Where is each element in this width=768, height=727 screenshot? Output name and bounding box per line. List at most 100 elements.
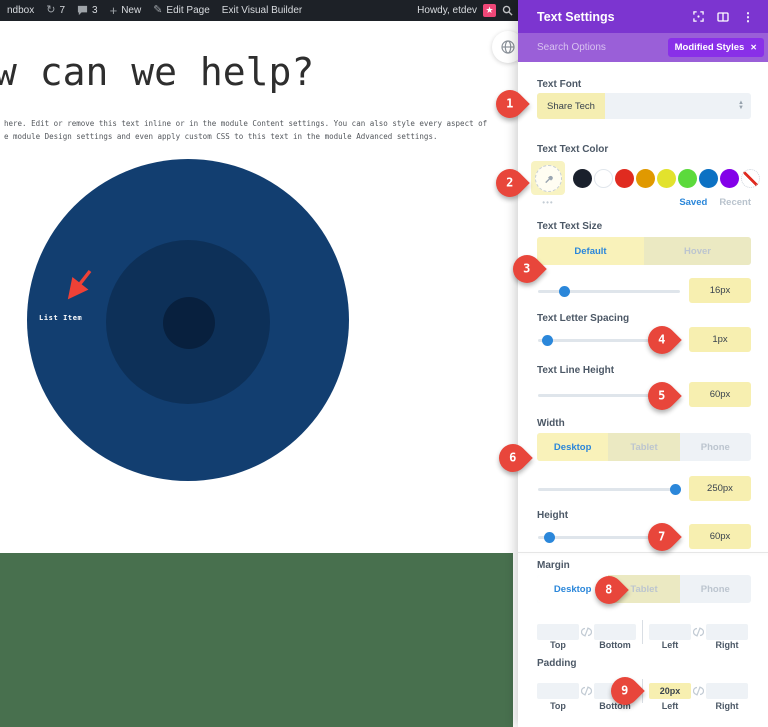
text-color-label: Text Text Color (537, 144, 609, 155)
globe-icon (501, 40, 515, 54)
link-values-icon[interactable] (691, 685, 706, 697)
margin-left-label: Left (661, 640, 679, 650)
color-swatch[interactable] (594, 168, 613, 188)
text-settings-panel: Text Settings ⋮ Search Options Modified … (518, 0, 768, 727)
margin-bottom-input[interactable] (594, 624, 636, 640)
exit-visual-builder[interactable]: Exit Visual Builder (222, 5, 302, 16)
color-swatch[interactable] (678, 168, 697, 188)
padding-label: Padding (537, 658, 577, 669)
color-swatch-row (531, 160, 760, 196)
margin-labels-row: Top Bottom Left Right (537, 640, 751, 650)
columns-icon[interactable] (717, 11, 729, 22)
text-size-state-tabs: Default Hover (537, 237, 751, 265)
link-values-icon[interactable] (579, 626, 594, 638)
howdy-label[interactable]: Howdy, etdev (417, 5, 477, 16)
site-name[interactable]: ndbox (7, 5, 34, 16)
margin-label: Margin (537, 560, 570, 571)
avatar[interactable]: ★ (483, 4, 496, 17)
comments-icon (77, 5, 88, 16)
tab-tablet[interactable]: Tablet (608, 433, 680, 461)
text-size-value[interactable]: 16px (689, 278, 751, 303)
close-icon[interactable]: ✕ (750, 43, 757, 52)
link-values-icon[interactable] (691, 626, 706, 638)
section-divider (518, 552, 768, 553)
padding-right-input[interactable] (706, 683, 748, 699)
width-slider[interactable] (538, 484, 682, 495)
width-slider-row: 250px (537, 476, 751, 502)
new-label: New (121, 5, 142, 16)
padding-left-label: Left (661, 701, 679, 711)
recent-colors-link[interactable]: Recent (719, 197, 751, 208)
updates-menu[interactable]: ↻ 7 (46, 4, 66, 17)
slider-handle[interactable] (542, 335, 554, 346)
link-values-icon[interactable] (579, 685, 594, 697)
panel-search-bar[interactable]: Search Options Modified Styles ✕ (518, 33, 768, 62)
line-height-value[interactable]: 60px (689, 382, 751, 407)
modified-styles-filter[interactable]: Modified Styles ✕ (667, 38, 764, 57)
text-size-slider-row: 16px (537, 278, 751, 304)
updates-count: 7 (59, 5, 66, 16)
padding-labels-row: Top Bottom Left Right (537, 701, 751, 711)
margin-top-label: Top (550, 640, 566, 650)
margin-bottom-label: Bottom (599, 640, 631, 650)
panel-title: Text Settings (537, 9, 615, 24)
slider-handle[interactable] (543, 532, 555, 543)
tab-hover[interactable]: Hover (644, 237, 751, 265)
height-slider[interactable] (538, 532, 680, 543)
search-options-placeholder: Search Options (537, 42, 606, 53)
page-body-text: here. Edit or remove this text inline or… (4, 117, 487, 143)
text-size-slider[interactable] (538, 286, 680, 297)
search-icon[interactable] (502, 5, 513, 16)
updates-icon: ↻ (46, 4, 56, 16)
text-font-select[interactable]: Share Tech ▲ ▼ (537, 93, 751, 119)
width-value[interactable]: 250px (689, 476, 751, 501)
more-options-dots[interactable]: ••• (542, 198, 554, 207)
margin-inputs-row (537, 620, 751, 644)
modified-styles-label: Modified Styles (674, 42, 745, 53)
page-title: w can we help? (0, 50, 315, 94)
letter-spacing-value[interactable]: 1px (689, 327, 751, 352)
letter-spacing-slider-row: 1px (537, 327, 751, 353)
edit-page-label: Edit Page (166, 5, 210, 16)
margin-top-input[interactable] (537, 624, 579, 640)
padding-right-label: Right (715, 701, 739, 711)
color-swatch[interactable] (720, 168, 739, 188)
tab-phone[interactable]: Phone (700, 583, 730, 595)
letter-spacing-slider[interactable] (538, 335, 680, 346)
color-swatch[interactable] (657, 168, 676, 188)
eyedropper-icon (534, 164, 562, 192)
saved-colors-link[interactable]: Saved (679, 197, 708, 208)
height-label: Height (537, 510, 569, 521)
color-swatch[interactable] (699, 168, 718, 188)
letter-spacing-label: Text Letter Spacing (537, 313, 630, 324)
edit-page-menu[interactable]: ✎ Edit Page (153, 4, 210, 17)
padding-bottom-label: Bottom (599, 701, 631, 711)
tab-phone[interactable]: Phone (700, 441, 730, 453)
new-menu[interactable]: + New (110, 4, 142, 17)
custom-color-picker[interactable] (531, 161, 565, 195)
margin-left-input[interactable] (649, 624, 691, 640)
margin-right-input[interactable] (706, 624, 748, 640)
tab-desktop[interactable]: Desktop (537, 433, 609, 461)
tab-default[interactable]: Default (537, 237, 644, 265)
padding-top-input[interactable] (537, 683, 579, 699)
color-swatch[interactable] (636, 168, 655, 188)
width-label: Width (537, 418, 565, 429)
color-swatch[interactable] (615, 168, 634, 188)
color-swatch[interactable] (573, 168, 592, 188)
divider (642, 620, 643, 644)
panel-header: Text Settings ⋮ (518, 0, 768, 33)
margin-device-tabs: Desktop Tablet Phone (537, 575, 751, 603)
none-color-swatch[interactable] (741, 168, 760, 188)
list-item-label[interactable]: List Item (39, 314, 83, 322)
slider-handle[interactable] (559, 286, 571, 297)
height-value[interactable]: 60px (689, 524, 751, 549)
pencil-icon: ✎ (153, 4, 163, 16)
expand-icon[interactable] (693, 11, 704, 22)
comments-menu[interactable]: 3 (77, 5, 98, 16)
slider-handle[interactable] (670, 484, 682, 495)
kebab-menu-icon[interactable]: ⋮ (742, 9, 754, 24)
color-links-row: ••• Saved Recent (531, 197, 751, 208)
padding-left-input[interactable]: 20px (649, 683, 691, 699)
line-height-slider-row: 60px (537, 382, 751, 408)
